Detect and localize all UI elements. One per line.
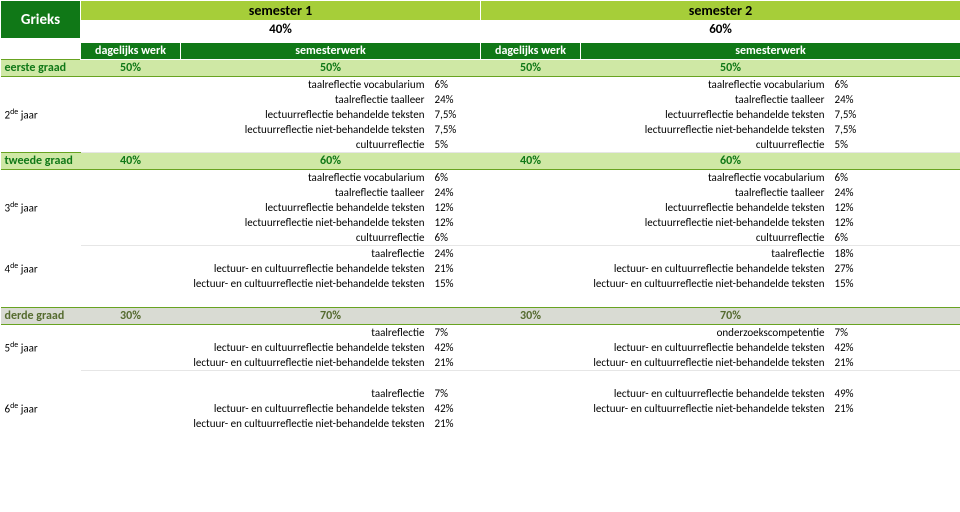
row-eerste-graad: eerste graad 50% 50% 50% 50% (1, 60, 960, 77)
semester2-label: semester 2 (481, 1, 960, 21)
grading-table: Grieks semester 1 semester 2 40% 60% dag… (0, 0, 960, 431)
year-5: 5de jaar (1, 324, 81, 370)
year-3: 3de jaar (1, 170, 81, 246)
header-semester-1: semesterwerk (181, 43, 481, 60)
semester1-label: semester 1 (81, 1, 481, 21)
row-tweede-graad: tweede graad 40% 60% 40% 60% (1, 153, 960, 170)
header-dagelijks-1: dagelijks werk (81, 43, 181, 60)
header-dagelijks-2: dagelijks werk (481, 43, 581, 60)
semester1-weight: 40% (81, 21, 481, 39)
header-semester-2: semesterwerk (581, 43, 960, 60)
year-4: 4de jaar (1, 246, 81, 292)
year-6: 6de jaar (1, 386, 81, 431)
subject-title: Grieks (1, 1, 81, 39)
row-derde-graad: derde graad 30% 70% 30% 70% (1, 307, 960, 324)
semester2-weight: 60% (481, 21, 960, 39)
year-2: 2de jaar (1, 77, 81, 153)
